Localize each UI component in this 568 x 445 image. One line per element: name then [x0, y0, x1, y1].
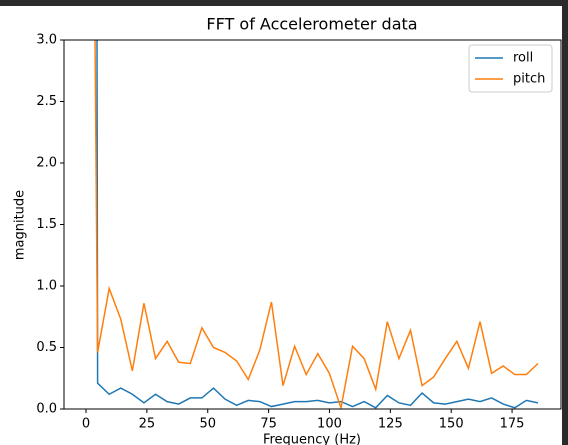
- x-tick-label: 75: [260, 417, 277, 432]
- plot-lines: [94, 40, 539, 409]
- x-tick-label: 175: [500, 417, 525, 432]
- y-axis-label: magnitude: [13, 190, 28, 260]
- y-tick-label: 2.5: [36, 94, 57, 109]
- y-tick-label: 0.5: [36, 340, 57, 355]
- x-tick-label: 50: [199, 417, 216, 432]
- x-tick-label: 0: [82, 417, 90, 432]
- series-line: [94, 40, 539, 409]
- legend-label: roll: [513, 51, 533, 66]
- y-tick-label: 0.0: [36, 402, 57, 417]
- window-border: [562, 0, 568, 445]
- legend-box: [468, 44, 553, 93]
- legend-label: pitch: [513, 72, 545, 87]
- plot-frame: [63, 39, 562, 410]
- x-tick-label: 25: [139, 417, 156, 432]
- series-line: [96, 40, 539, 409]
- x-tick-label: 125: [378, 417, 403, 432]
- window-border: [0, 0, 568, 6]
- x-tick-label: 150: [439, 417, 464, 432]
- y-tick-label: 1.5: [36, 217, 57, 232]
- y-tick-label: 3.0: [36, 33, 57, 48]
- x-tick-label: 100: [317, 417, 342, 432]
- chart-title: FFT of Accelerometer data: [206, 15, 417, 34]
- y-tick-label: 1.0: [36, 279, 57, 294]
- x-axis-label: Frequency (Hz): [263, 433, 361, 445]
- y-tick-label: 2.0: [36, 156, 57, 171]
